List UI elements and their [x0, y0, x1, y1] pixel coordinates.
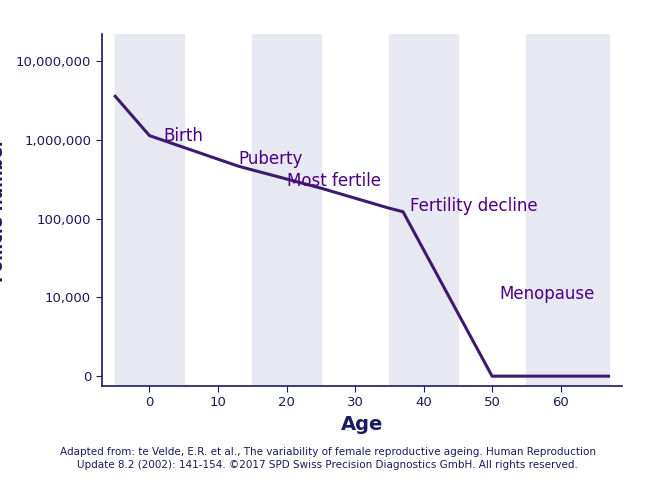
X-axis label: Age: Age [341, 415, 383, 434]
Bar [115, 34, 184, 386]
Text: Most fertile: Most fertile [286, 172, 381, 190]
Y-axis label: Follicle number: Follicle number [0, 137, 7, 282]
Text: Adapted from: te Velde, E.R. et al., The variability of female reproductive agei: Adapted from: te Velde, E.R. et al., The… [60, 447, 595, 470]
Bar [527, 34, 608, 386]
Bar [252, 34, 321, 386]
Bar [389, 34, 458, 386]
Text: Birth: Birth [163, 127, 203, 145]
Text: Fertility decline: Fertility decline [410, 198, 538, 215]
Text: Puberty: Puberty [238, 150, 303, 168]
Text: Menopause: Menopause [499, 285, 594, 303]
